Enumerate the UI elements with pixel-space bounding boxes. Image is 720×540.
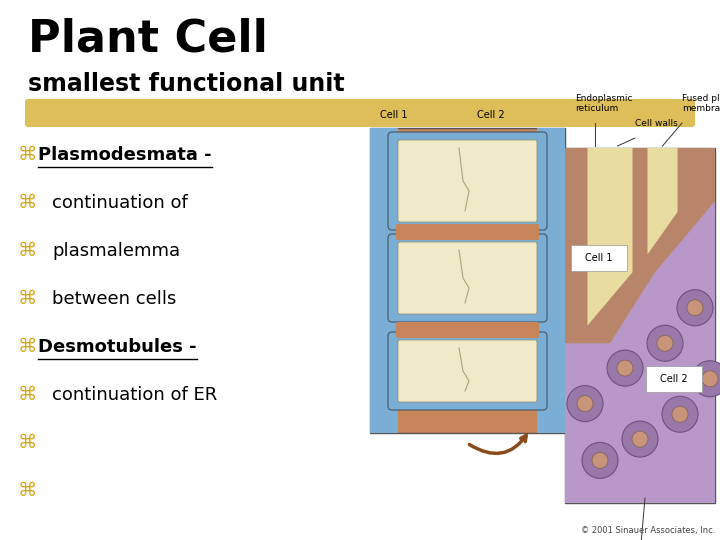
FancyBboxPatch shape <box>571 245 627 272</box>
Text: continuation of: continuation of <box>52 194 188 212</box>
FancyBboxPatch shape <box>565 148 715 503</box>
Circle shape <box>617 360 633 376</box>
Polygon shape <box>647 148 678 254</box>
Circle shape <box>657 335 673 351</box>
Text: ⌘: ⌘ <box>18 193 37 213</box>
Text: Cell 2: Cell 2 <box>660 374 688 384</box>
Circle shape <box>672 406 688 422</box>
Circle shape <box>687 300 703 316</box>
FancyBboxPatch shape <box>388 332 547 410</box>
Circle shape <box>647 325 683 361</box>
Text: © 2001 Sinauer Associates, Inc.: © 2001 Sinauer Associates, Inc. <box>580 526 715 535</box>
FancyBboxPatch shape <box>396 322 539 338</box>
Text: ⌘: ⌘ <box>18 434 37 453</box>
Circle shape <box>677 290 713 326</box>
Text: Cell walls: Cell walls <box>635 119 678 128</box>
Circle shape <box>622 421 658 457</box>
Text: plasmalemma: plasmalemma <box>52 242 180 260</box>
Circle shape <box>702 371 718 387</box>
Circle shape <box>567 386 603 422</box>
Circle shape <box>662 396 698 432</box>
FancyBboxPatch shape <box>398 140 537 222</box>
FancyBboxPatch shape <box>370 128 398 433</box>
Text: ⌘: ⌘ <box>18 386 37 404</box>
Circle shape <box>592 453 608 468</box>
FancyBboxPatch shape <box>388 132 547 230</box>
Text: ⌘: ⌘ <box>18 289 37 308</box>
FancyBboxPatch shape <box>396 224 539 240</box>
Text: ⌘: ⌘ <box>18 241 37 260</box>
FancyBboxPatch shape <box>25 99 695 127</box>
Text: Plant Cell: Plant Cell <box>28 18 268 61</box>
Text: Cell 1: Cell 1 <box>585 253 613 264</box>
FancyBboxPatch shape <box>537 128 565 433</box>
Text: Plasmodesmata -: Plasmodesmata - <box>38 146 212 164</box>
Text: Cell 1: Cell 1 <box>380 110 408 120</box>
FancyBboxPatch shape <box>398 340 537 402</box>
FancyBboxPatch shape <box>388 234 547 322</box>
Circle shape <box>582 442 618 478</box>
Polygon shape <box>565 148 715 343</box>
Text: continuation of ER: continuation of ER <box>52 386 217 404</box>
Text: Fused plasma
membranes: Fused plasma membranes <box>682 93 720 113</box>
Text: Cell 2: Cell 2 <box>477 110 505 120</box>
Polygon shape <box>565 201 715 503</box>
Text: ⌘: ⌘ <box>18 482 37 501</box>
Polygon shape <box>588 148 632 326</box>
Text: Desmotubules -: Desmotubules - <box>38 338 197 356</box>
Circle shape <box>607 350 643 386</box>
Text: ⌘: ⌘ <box>18 145 37 165</box>
Circle shape <box>632 431 648 447</box>
FancyBboxPatch shape <box>370 128 565 433</box>
Text: smallest functional unit: smallest functional unit <box>28 72 345 96</box>
Text: Endoplasmic
reticulum: Endoplasmic reticulum <box>575 93 632 113</box>
Text: between cells: between cells <box>52 290 176 308</box>
Circle shape <box>692 361 720 397</box>
FancyBboxPatch shape <box>646 366 701 392</box>
FancyBboxPatch shape <box>398 242 537 314</box>
Text: ⌘: ⌘ <box>18 338 37 356</box>
Circle shape <box>577 396 593 411</box>
